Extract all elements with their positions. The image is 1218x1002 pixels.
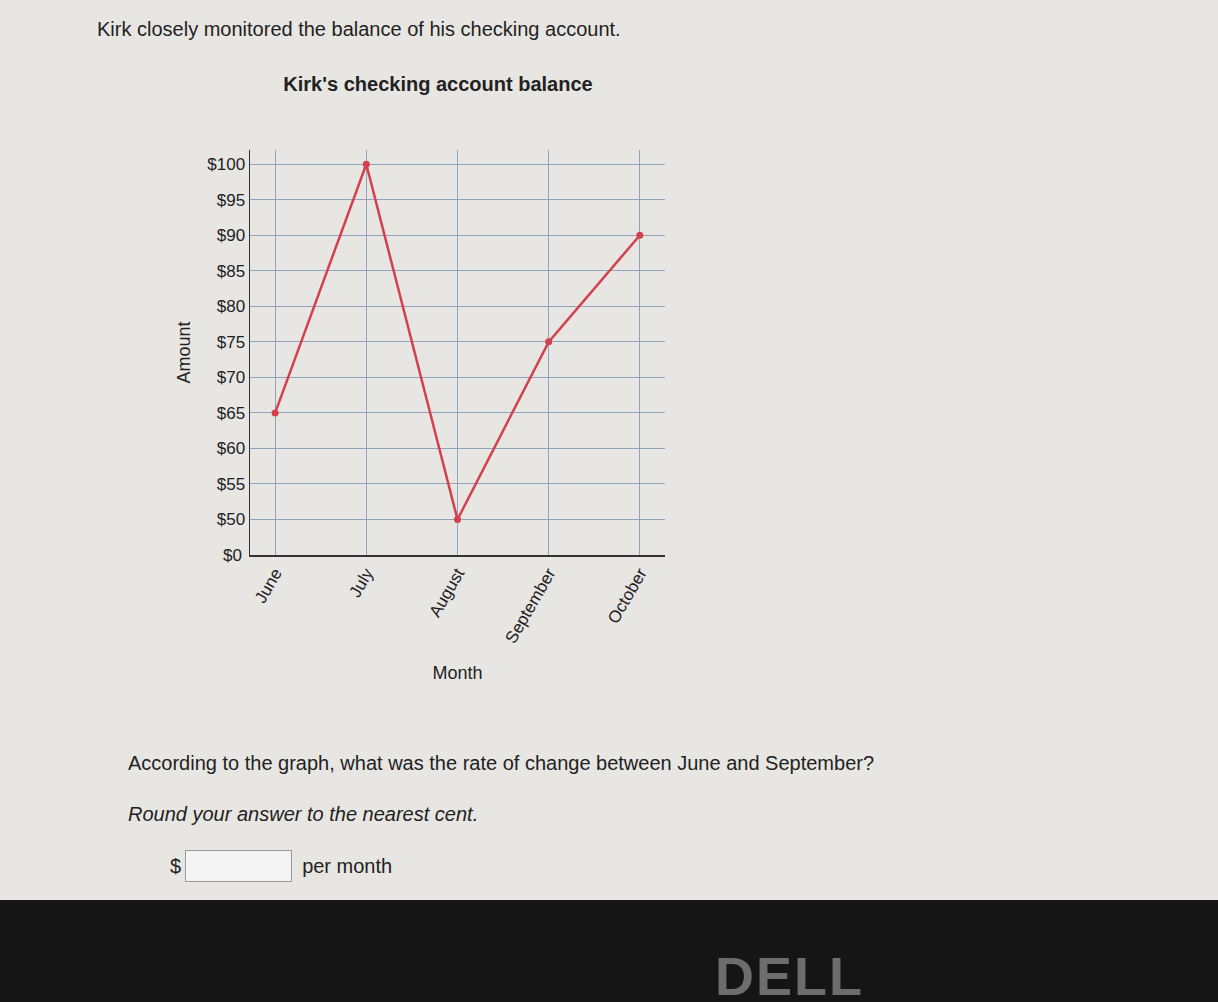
svg-text:August: August — [425, 565, 468, 621]
svg-text:Kirk's checking account balanc: Kirk's checking account balance — [283, 73, 592, 95]
svg-text:$90: $90 — [217, 226, 245, 245]
svg-text:$60: $60 — [217, 439, 245, 458]
html-text:According to the graph, what w: According to the graph, what was the rat… — [128, 752, 874, 774]
html-text:Round your answer to the neare: Round your answer to the nearest cent. — [128, 803, 479, 825]
html-text:per month: per month — [302, 854, 393, 877]
svg-text:$70: $70 — [217, 368, 245, 387]
svg-text:$85: $85 — [217, 262, 245, 281]
svg-text:$65: $65 — [217, 404, 245, 423]
svg-text:Month: Month — [432, 663, 482, 683]
svg-text:Amount: Amount — [174, 321, 194, 383]
svg-text:June: June — [251, 565, 286, 606]
svg-text:$50: $50 — [217, 510, 245, 529]
svg-text:$55: $55 — [217, 475, 245, 494]
svg-text:October: October — [604, 565, 651, 627]
svg-text:$75: $75 — [217, 333, 245, 352]
html-text:Kirk closely monitored the bal: Kirk closely monitored the balance of hi… — [97, 18, 621, 40]
svg-text:$80: $80 — [217, 297, 245, 316]
svg-text:September: September — [501, 565, 559, 647]
svg-text:$0: $0 — [223, 546, 242, 565]
svg-text:$100: $100 — [207, 155, 245, 174]
svg-text:$95: $95 — [217, 191, 245, 210]
svg-text:July: July — [346, 565, 378, 601]
